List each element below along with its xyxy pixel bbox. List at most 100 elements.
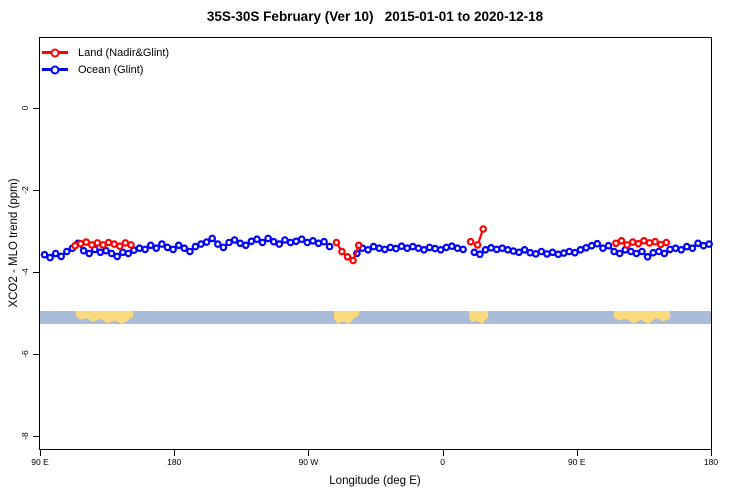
data-point-marker: [253, 235, 261, 244]
data-point-marker: [202, 238, 211, 246]
plot-area: Land (Nadir&Glint) Ocean (Glint) 90 E 180 9…: [20, 37, 718, 467]
y-tick-mark: [33, 353, 39, 355]
data-point-marker: [57, 252, 66, 261]
x-tick-mark: [576, 450, 578, 456]
data-point-marker: [466, 237, 475, 246]
data-point-marker: [174, 241, 183, 250]
data-point-marker: [62, 247, 71, 256]
data-point-marker: [85, 249, 94, 258]
data-point-marker: [473, 241, 482, 249]
data-point-marker: [116, 242, 124, 251]
data-point-marker: [102, 246, 110, 255]
y-tick-mark: [33, 271, 39, 273]
data-point-marker: [169, 245, 177, 254]
legend-line-sample: [42, 48, 68, 57]
data-point-marker: [520, 246, 529, 254]
data-point-marker: [688, 244, 697, 253]
legend-label: Land (Nadir&Glint): [78, 46, 170, 59]
data-point-marker: [51, 249, 60, 258]
legend-row: Ocean (Glint): [42, 61, 169, 78]
x-tick-label: 180: [703, 457, 719, 467]
latitude-map-band: [40, 310, 711, 324]
data-point-marker: [643, 253, 652, 261]
data-point-marker: [264, 234, 272, 243]
data-point-marker: [113, 252, 122, 261]
x-axis-title: Longitude (deg E): [329, 475, 421, 487]
data-point-marker: [593, 239, 602, 248]
data-point-marker: [459, 245, 467, 254]
x-tick-mark: [308, 450, 310, 456]
data-point-marker: [660, 249, 669, 258]
data-point-marker: [230, 236, 239, 244]
legend-open-circle-icon: [50, 65, 60, 74]
data-point-marker: [158, 240, 166, 248]
data-point-marker: [662, 238, 671, 247]
data-point-marker: [651, 237, 659, 246]
legend-label: Ocean (Glint): [78, 63, 144, 76]
legend-row: Land (Nadir&Glint): [42, 44, 169, 61]
data-point-marker: [141, 245, 149, 254]
y-tick-label: -4: [20, 268, 30, 276]
data-point-marker: [281, 236, 289, 244]
x-tick-label: 180: [167, 457, 182, 467]
data-point-marker: [127, 241, 135, 249]
chart-title: 35S-30S February (Ver 10) 2015-01-01 to …: [206, 9, 544, 24]
data-point-marker: [40, 250, 49, 259]
y-tick-mark: [33, 108, 39, 110]
data-point-marker: [479, 225, 488, 233]
data-point-marker: [476, 250, 484, 259]
data-point-marker: [191, 242, 200, 251]
data-point-marker: [275, 240, 284, 248]
data-point-marker: [124, 249, 133, 258]
data-point-marker: [349, 256, 357, 265]
y-tick-mark: [33, 435, 39, 437]
data-point-marker: [677, 246, 686, 254]
data-point-marker: [617, 237, 626, 245]
data-point-marker: [638, 247, 646, 256]
data-point-marker: [219, 243, 228, 252]
data-point-marker: [146, 241, 155, 250]
data-point-marker: [297, 235, 306, 244]
data-point-marker: [82, 238, 91, 246]
data-point-marker: [320, 237, 328, 246]
data-point-marker: [309, 237, 317, 245]
land-patch-south-africa: [468, 310, 489, 324]
data-point-marker: [225, 238, 233, 247]
data-point-marker: [604, 241, 613, 250]
x-tick-mark: [174, 450, 176, 456]
y-tick-label: 0: [20, 105, 30, 111]
legend-open-circle-icon: [50, 48, 60, 57]
data-point-marker: [208, 234, 217, 243]
data-point-marker: [180, 244, 189, 253]
y-tick-label: -8: [20, 431, 30, 440]
x-tick-label: 90 E: [568, 457, 586, 467]
x-tick-mark: [711, 450, 712, 456]
x-tick-label: 90 W: [298, 457, 319, 467]
legend: Land (Nadir&Glint) Ocean (Glint): [42, 44, 169, 78]
data-point-marker: [515, 248, 523, 257]
legend-line-sample: [42, 65, 68, 74]
data-point-marker: [599, 244, 607, 253]
data-point-marker: [332, 238, 341, 247]
data-point-marker: [343, 253, 352, 261]
y-tick-label: -6: [20, 349, 30, 358]
data-point-marker: [364, 246, 372, 254]
x-tick-label: 0: [440, 457, 445, 467]
data-point-marker: [634, 239, 643, 248]
x-tick-mark: [40, 450, 41, 456]
x-tick-label: 90 E: [31, 457, 49, 467]
data-point-marker: [623, 241, 631, 249]
data-point-marker: [46, 253, 54, 262]
data-point-marker: [612, 239, 620, 248]
data-point-marker: [152, 244, 161, 253]
data-point-marker: [615, 249, 624, 258]
data-point-marker: [107, 249, 116, 258]
data-point-marker: [705, 240, 713, 248]
data-point-marker: [186, 247, 194, 256]
y-axis-title: XCO2 - MLO trend (ppm): [8, 178, 20, 308]
y-tick-mark: [33, 190, 39, 192]
data-point-marker: [338, 247, 346, 256]
series-plot: [40, 225, 713, 265]
x-tick-mark: [442, 450, 444, 456]
